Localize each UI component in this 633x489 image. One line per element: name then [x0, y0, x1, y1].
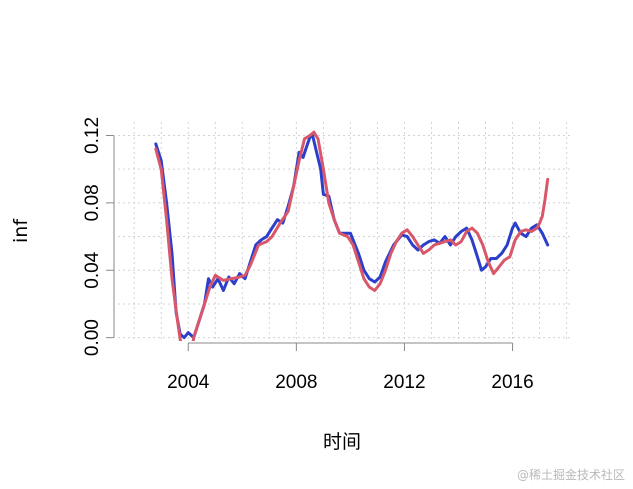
y-tick-label: 0.08: [82, 184, 103, 221]
x-axis-title: 时间: [323, 431, 361, 453]
watermark-text: @稀土掘金技术社区: [516, 468, 625, 482]
y-tick-label: 0.00: [82, 319, 103, 356]
axes: [106, 134, 514, 351]
x-tick-label: 2012: [383, 372, 425, 393]
series-line-2: [154, 130, 550, 341]
y-tick-label: 0.04: [82, 251, 103, 288]
grid-lines: [118, 122, 572, 341]
tick-labels: 2004 2008 2012 2016 0.00 0.04 0.08 0.12: [82, 117, 534, 393]
x-tick-label: 2016: [491, 372, 533, 393]
y-tick-label: 0.12: [82, 117, 103, 154]
x-tick-label: 2008: [275, 372, 317, 393]
y-axis-title: inf: [10, 218, 32, 243]
x-tick-label: 2004: [167, 372, 210, 393]
series-lines: [154, 130, 550, 341]
